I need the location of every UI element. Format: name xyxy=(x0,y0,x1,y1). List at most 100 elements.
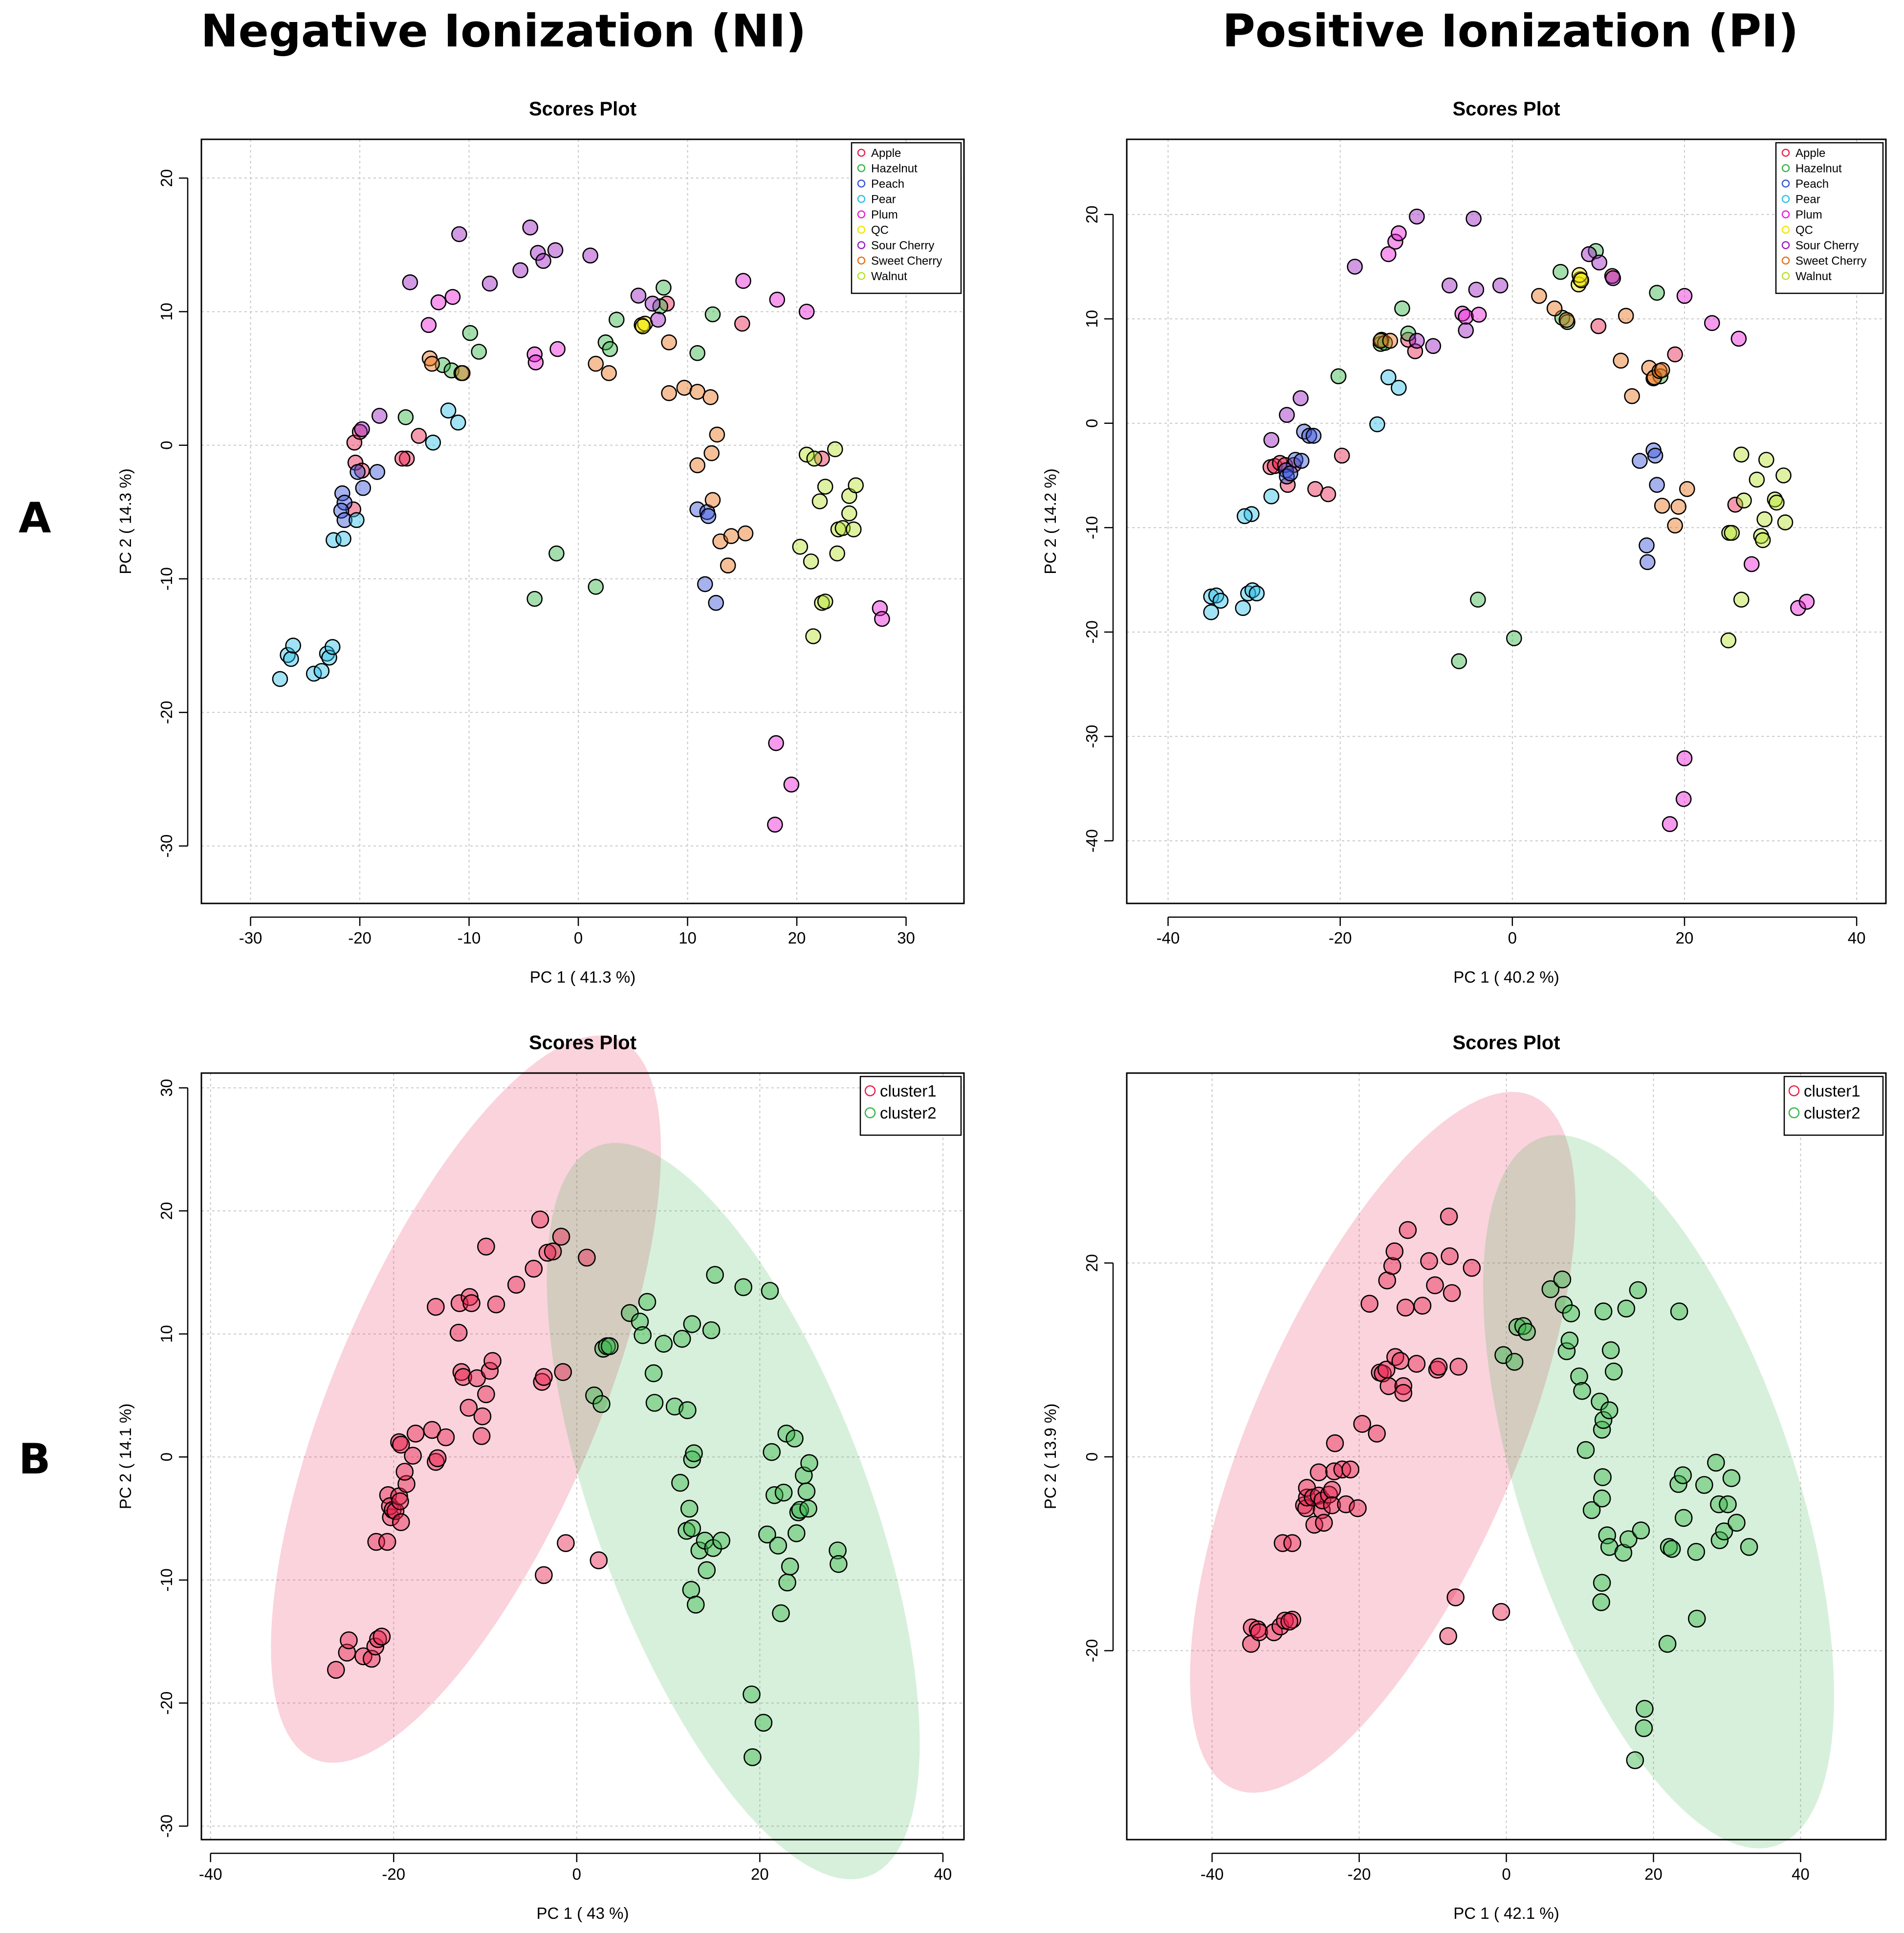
data-point-cluster2 xyxy=(683,1519,701,1538)
data-point-apple xyxy=(1590,318,1607,334)
legend-marker-walnut xyxy=(1781,272,1790,280)
data-point-cluster1 xyxy=(1360,1295,1379,1313)
data-point-cluster2 xyxy=(1582,1501,1601,1519)
data-point-pear xyxy=(313,663,330,679)
data-point-hazelnut xyxy=(1330,368,1347,385)
x-tick-label: 40 xyxy=(934,1865,952,1883)
data-point-sour-cherry xyxy=(402,274,418,290)
x-tick-label: 20 xyxy=(1644,1865,1663,1883)
data-point-sour-cherry xyxy=(1263,432,1280,448)
data-point-cluster2 xyxy=(1715,1522,1733,1540)
data-point-plum xyxy=(430,294,447,310)
legend-marker-cluster2 xyxy=(1788,1107,1800,1119)
data-point-cluster1 xyxy=(481,1362,499,1380)
data-point-cluster2 xyxy=(1632,1521,1650,1539)
data-point-hazelnut xyxy=(656,279,672,296)
data-point-cluster2 xyxy=(1601,1341,1620,1360)
data-point-sour-cherry xyxy=(650,311,666,328)
legend-label-sweet-cherry: Sweet Cherry xyxy=(1795,255,1866,268)
data-point-cluster2 xyxy=(690,1541,709,1560)
data-point-sweet-cherry xyxy=(1654,498,1670,514)
pi-column-title: Positive Ionization (PI) xyxy=(1222,5,1799,57)
row-label-b: B xyxy=(19,1435,51,1484)
data-point-cluster2 xyxy=(645,1394,664,1412)
data-point-cluster2 xyxy=(1562,1304,1580,1322)
data-point-cluster2 xyxy=(1570,1367,1588,1385)
data-point-walnut xyxy=(811,493,828,509)
data-point-plum xyxy=(1675,791,1692,807)
data-point-sweet-cherry xyxy=(1679,481,1695,497)
data-point-walnut xyxy=(1777,514,1794,530)
data-point-cluster1 xyxy=(1283,1534,1301,1552)
x-axis-label: PC 1 ( 41.3 %) xyxy=(530,968,635,986)
legend-label-pear: Pear xyxy=(1795,193,1820,206)
series-pear xyxy=(1203,369,1407,620)
data-point-pear xyxy=(1391,379,1407,396)
data-point-sour-cherry xyxy=(1279,407,1295,423)
data-point-cluster1 xyxy=(1310,1463,1328,1481)
data-point-peach xyxy=(369,464,386,480)
data-point-cluster2 xyxy=(671,1473,689,1492)
data-point-hazelnut xyxy=(704,306,721,323)
data-point-cluster1 xyxy=(1428,1361,1446,1379)
data-point-cluster1 xyxy=(1420,1252,1438,1270)
x-tick-label: 0 xyxy=(1502,1865,1510,1883)
plot-frame xyxy=(200,1072,965,1841)
data-point-plum xyxy=(768,735,784,751)
data-point-cluster2 xyxy=(1658,1635,1677,1653)
legend-marker-peach xyxy=(1781,179,1790,188)
data-point-cluster1 xyxy=(1449,1358,1467,1376)
data-point-pear xyxy=(324,639,341,655)
data-point-cluster2 xyxy=(1722,1469,1741,1487)
data-point-walnut xyxy=(1720,632,1737,649)
legend-marker-cluster1 xyxy=(864,1085,876,1097)
data-point-peach xyxy=(700,508,717,524)
data-point-cluster1 xyxy=(578,1249,596,1267)
data-point-cluster1 xyxy=(449,1323,468,1342)
x-tick-label: -20 xyxy=(1329,929,1352,947)
legend: cluster1 cluster2 xyxy=(1783,1076,1884,1136)
data-point-cluster1 xyxy=(454,1368,472,1386)
data-point-cluster1 xyxy=(1283,1610,1301,1629)
data-point-plum xyxy=(1730,330,1747,347)
legend-marker-apple xyxy=(857,149,866,157)
data-point-cluster1 xyxy=(1394,1377,1413,1395)
data-point-peach xyxy=(336,494,353,511)
data-point-cluster2 xyxy=(1674,1466,1692,1484)
data-point-sour-cherry xyxy=(512,262,528,279)
data-point-apple xyxy=(1727,497,1744,513)
data-point-hazelnut xyxy=(548,545,565,562)
data-point-cluster1 xyxy=(1492,1603,1510,1621)
data-point-cluster1 xyxy=(1341,1460,1359,1479)
legend-marker-sweet-cherry xyxy=(1781,256,1790,265)
data-point-walnut xyxy=(792,539,809,555)
data-point-sweet-cherry xyxy=(720,557,736,573)
data-point-plum xyxy=(874,611,890,627)
data-point-walnut xyxy=(1758,452,1774,468)
data-point-cluster2 xyxy=(1505,1353,1524,1371)
data-point-hazelnut xyxy=(462,325,479,341)
data-point-cluster1 xyxy=(477,1385,495,1404)
legend-label-sweet-cherry: Sweet Cherry xyxy=(871,255,942,268)
data-point-apple xyxy=(411,428,427,444)
data-point-plum xyxy=(1662,816,1678,832)
data-point-cluster2 xyxy=(1626,1751,1644,1769)
data-point-pear xyxy=(425,434,441,451)
data-point-walnut xyxy=(1775,467,1792,483)
data-point-cluster2 xyxy=(1508,1318,1527,1336)
data-point-hazelnut xyxy=(588,579,604,595)
data-point-hazelnut xyxy=(1506,630,1522,646)
y-tick-label: 10 xyxy=(1083,310,1101,328)
data-point-sour-cherry xyxy=(1581,246,1597,263)
data-point-sour-cherry xyxy=(547,242,564,259)
data-point-cluster2 xyxy=(698,1561,716,1580)
data-point-cluster1 xyxy=(428,1449,447,1468)
data-point-apple xyxy=(394,450,411,467)
data-point-cluster1 xyxy=(1323,1496,1341,1515)
data-point-plum xyxy=(1470,307,1487,323)
data-point-sour-cherry xyxy=(451,226,467,242)
legend-marker-walnut xyxy=(857,272,866,280)
data-point-pear xyxy=(285,637,302,654)
data-point-plum xyxy=(767,816,783,833)
data-point-cluster2 xyxy=(1636,1700,1654,1718)
